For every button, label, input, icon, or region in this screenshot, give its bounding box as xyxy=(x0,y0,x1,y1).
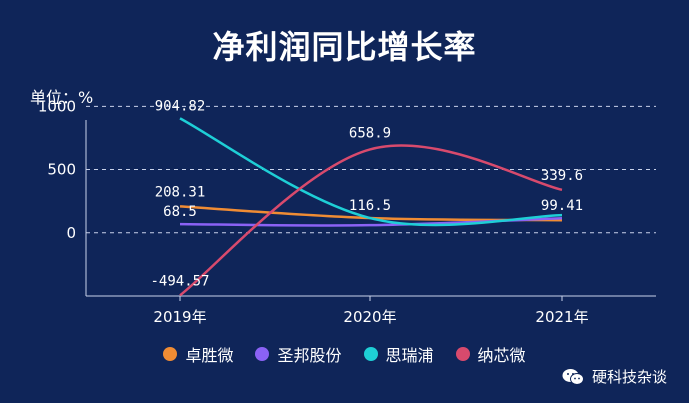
x-tick-label: 2020年 xyxy=(343,308,396,326)
legend-dot-icon xyxy=(255,347,270,361)
legend-label: 思瑞浦 xyxy=(385,346,434,365)
data-label: 904.82 xyxy=(155,98,206,114)
legend-dot-icon xyxy=(363,347,378,361)
legend-item[interactable]: 纳芯微 xyxy=(455,342,526,366)
legend-item[interactable]: 思瑞浦 xyxy=(363,342,434,366)
data-label: 208.31 xyxy=(155,184,206,200)
data-label: -494.57 xyxy=(150,273,209,289)
series-line xyxy=(179,144,563,296)
wechat-icon xyxy=(562,368,584,385)
data-label: 99.41 xyxy=(541,198,583,214)
legend: 卓胜微 圣邦股份 思瑞浦 纳芯微 xyxy=(0,342,689,366)
series-line xyxy=(179,117,563,227)
y-tick-label: 500 xyxy=(47,161,76,179)
legend-dot-icon xyxy=(455,347,470,361)
data-label: 339.6 xyxy=(541,168,583,184)
data-label: 68.5 xyxy=(163,204,197,220)
legend-label: 圣邦股份 xyxy=(277,346,342,365)
legend-item[interactable]: 圣邦股份 xyxy=(255,342,342,366)
legend-item[interactable]: 卓胜微 xyxy=(163,342,233,366)
y-tick-label: 0 xyxy=(66,224,76,242)
data-label: 658.9 xyxy=(349,125,391,141)
legend-label: 卓胜微 xyxy=(185,346,234,365)
unit-label: 单位：% xyxy=(30,88,94,107)
x-tick-label: 2019年 xyxy=(153,308,206,326)
chart-title: 净利润同比增长率 xyxy=(212,28,477,66)
legend-dot-icon xyxy=(163,347,178,361)
data-label: 116.5 xyxy=(349,198,391,214)
watermark: 硬科技杂谈 xyxy=(562,366,667,387)
legend-label: 纳芯微 xyxy=(477,346,526,365)
x-tick-label: 2021年 xyxy=(535,308,588,326)
watermark-text: 硬科技杂谈 xyxy=(591,368,667,386)
y-tick-label: 1000 xyxy=(38,97,76,115)
